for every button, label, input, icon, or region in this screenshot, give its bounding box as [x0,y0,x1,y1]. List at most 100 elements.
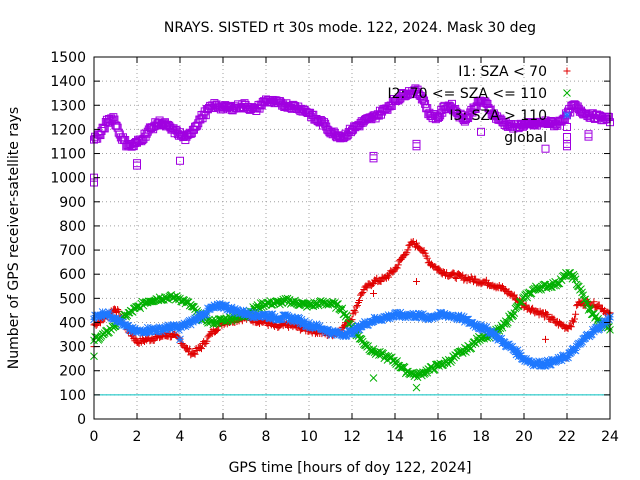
y-tick-label: 600 [59,267,86,283]
series-0-point [191,350,199,358]
series-0-point [114,306,122,314]
series-0-point [421,249,429,257]
x-tick-label: 10 [300,429,318,445]
series-2-point [482,323,491,331]
series-0-point [394,261,402,269]
series-3-point [560,115,569,124]
legend-marker [563,89,571,97]
series-0-point [409,237,417,245]
series-1-point [393,357,402,365]
series-2-point [530,358,539,367]
series-2-point [567,347,576,356]
legend-marker [563,133,571,141]
legend-label: global [504,130,547,146]
series-2-point [251,308,260,317]
series-2-point [601,320,610,328]
series-2-point [227,303,236,312]
y-tick-label: 1200 [50,122,86,138]
series-1-point [582,298,591,307]
series-3-point [464,114,473,123]
series-0-point [573,302,581,310]
series-1-point [510,309,519,317]
series-1-outlier-point [412,383,421,392]
series-0-point [363,284,371,292]
series-2-point [185,316,194,325]
y-tick-label: 1100 [50,147,86,163]
series-0-point [413,239,420,247]
series-0-point [510,291,518,299]
series-0-point [567,323,575,331]
series-2-point [307,321,316,329]
series-2-point [350,324,359,332]
legend-label: I3: SZA > 110 [449,108,547,124]
series-0-point [423,254,431,262]
series-2-point [559,351,568,360]
series-1-point [570,272,579,281]
series-2-point [105,308,113,317]
series-1-point [400,363,409,372]
x-tick-label: 6 [219,429,228,445]
series-1-point [578,288,586,297]
data-layer [90,84,614,392]
series-2-point [595,325,604,333]
series-1-point [579,291,587,300]
series-2-point [94,311,103,320]
series-2-point [324,326,333,334]
series-3-outlier-point [176,156,184,165]
series-2-point [598,320,607,329]
series-2-point [419,310,427,318]
series-0-point [572,310,580,318]
series-0-point [356,296,364,304]
x-axis-label: GPS time [hours of doy 122, 2024] [229,460,472,476]
series-3-point [418,94,427,103]
series-2-point [511,347,520,356]
series-3-point [110,115,119,124]
series-2-point [533,358,541,366]
series-2-point [597,323,606,332]
y-tick-label: 100 [59,388,86,404]
series-2-point [416,310,425,319]
y-tick-label: 400 [59,315,86,331]
series-1-point [586,305,595,314]
series-3-point [109,113,118,122]
series-0-point [449,269,457,277]
series-1-point [594,314,603,323]
series-0-point [443,269,451,277]
series-0-point [403,249,411,257]
series-2-point [242,311,251,319]
series-1-point [447,358,455,367]
series-3-outlier-point [584,132,593,141]
y-tick-label: 300 [59,340,86,356]
series-2-point [354,321,363,330]
series-2-point [353,325,362,333]
x-tick-label: 8 [262,429,271,445]
series-2-point [541,361,550,370]
series-0-point [213,326,221,334]
y-tick-label: 1300 [50,98,86,114]
series-0-point [182,344,190,352]
series-2-point [295,314,304,323]
y-tick-label: 0 [77,412,86,428]
series-3-point [421,99,430,108]
series-2-point [191,314,199,323]
series-0-point [590,298,598,306]
series-0-point [595,301,603,309]
series-2-point [189,317,197,326]
y-tick-label: 800 [59,219,86,235]
series-2-point [270,312,279,321]
series-0-point [435,265,443,273]
series-2-point [196,310,205,319]
series-0-point [198,345,205,353]
series-0-point [482,276,490,284]
series-2-point [297,315,306,324]
series-2-point [162,325,170,334]
series-2-point [349,330,357,338]
series-3-point [436,111,445,120]
x-tick-label: 18 [472,429,490,445]
series-3-outlier-point [412,139,421,148]
series-3-outlier-point [369,151,378,160]
series-3 [90,84,614,187]
series-2-point [300,317,309,326]
series-3-outlier-point [133,159,141,168]
